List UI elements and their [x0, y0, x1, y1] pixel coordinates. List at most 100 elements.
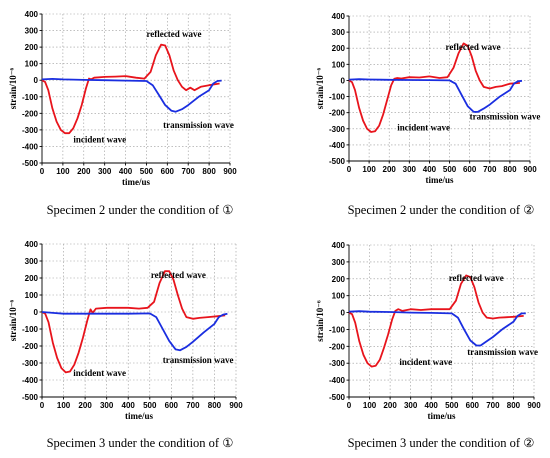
series-line-2 — [348, 310, 526, 347]
y-tick-label: -500 — [22, 393, 39, 402]
x-tick-label: 500 — [445, 401, 459, 410]
y-tick-label: -200 — [22, 109, 39, 118]
x-tick-label: 900 — [523, 165, 537, 174]
y-tick-label: 300 — [25, 27, 39, 36]
y-tick-label: 100 — [25, 60, 39, 69]
y-tick-label: 300 — [332, 258, 346, 267]
annotation-label: reflected wave — [446, 42, 501, 52]
x-tick-label: 700 — [182, 167, 196, 176]
chart-panel-3: 0 100 200 300 400 500 600 700 800 900 -500 -400 -300… — [8, 240, 243, 450]
x-tick-label: 600 — [161, 167, 175, 176]
y-axis-label: strain/10⁻⁶ — [8, 67, 18, 109]
x-tick-label: 500 — [143, 401, 157, 410]
chart-caption: Specimen 2 under the condition of ② — [348, 203, 535, 217]
y-tick-label: -300 — [329, 125, 346, 134]
y-tick-label: -400 — [22, 376, 39, 385]
x-tick-label: 200 — [78, 401, 92, 410]
annotation-label: incident wave — [73, 134, 126, 144]
y-tick-label: -300 — [22, 126, 39, 135]
series-line-1 — [41, 43, 220, 135]
x-axis-label: time/us — [122, 177, 150, 187]
x-tick-label: 100 — [363, 401, 377, 410]
y-axis-label: strain/10⁻⁶ — [315, 300, 325, 342]
y-tick-label: -100 — [22, 325, 39, 334]
y-tick-label: -100 — [22, 93, 39, 102]
y-tick-label: -100 — [329, 93, 346, 102]
x-tick-label: 900 — [223, 167, 237, 176]
x-tick-label: 500 — [140, 167, 154, 176]
x-axis-label: time/us — [428, 411, 456, 421]
x-tick-label: 700 — [486, 401, 500, 410]
annotation-label: transmission wave — [467, 347, 538, 357]
x-tick-label: 100 — [56, 167, 70, 176]
annotation-label: transmission wave — [163, 355, 234, 365]
x-tick-label: 800 — [503, 165, 517, 174]
x-tick-label: 200 — [77, 167, 91, 176]
x-tick-label: 800 — [507, 401, 521, 410]
chart-panel-1: 0 100 200 300 400 500 600 700 800 900 -500 -400 -300… — [8, 10, 237, 217]
x-tick-label: 900 — [229, 401, 243, 410]
series-line-2 — [348, 78, 523, 113]
x-axis-label: time/us — [125, 411, 153, 421]
y-tick-label: 100 — [25, 291, 39, 300]
x-tick-label: 0 — [40, 167, 45, 176]
y-tick-label: -500 — [22, 159, 39, 168]
x-tick-label: 300 — [100, 401, 114, 410]
y-tick-label: 400 — [25, 240, 39, 249]
y-tick-label: 0 — [34, 76, 39, 85]
x-tick-label: 100 — [362, 165, 376, 174]
series-line-1 — [348, 274, 524, 368]
y-tick-label: 100 — [332, 292, 346, 301]
x-tick-label: 300 — [404, 401, 418, 410]
annotation-label: reflected wave — [449, 273, 504, 283]
annotation-label: transmission wave — [470, 111, 541, 121]
y-tick-label: 0 — [341, 76, 346, 85]
x-tick-label: 200 — [383, 401, 397, 410]
y-tick-label: 100 — [332, 60, 346, 69]
series-line-2 — [41, 311, 228, 352]
chart-caption: Specimen 2 under the condition of ① — [47, 203, 234, 217]
annotation-label: incident wave — [397, 122, 450, 132]
x-tick-label: 400 — [425, 401, 439, 410]
x-tick-label: 200 — [383, 165, 397, 174]
annotation-label: reflected wave — [151, 270, 206, 280]
y-tick-label: 0 — [34, 308, 39, 317]
x-tick-label: 700 — [186, 401, 200, 410]
chart-panel-2: 0 100 200 300 400 500 600 700 800 900 -500 -400 -300… — [315, 12, 540, 217]
x-tick-label: 900 — [527, 401, 541, 410]
x-tick-label: 100 — [57, 401, 71, 410]
x-tick-label: 0 — [347, 401, 352, 410]
y-tick-label: 300 — [332, 28, 346, 37]
y-axis-label: strain/10⁻⁶ — [315, 67, 325, 109]
y-tick-label: 200 — [25, 43, 39, 52]
x-tick-label: 300 — [403, 165, 417, 174]
y-tick-label: -200 — [329, 342, 346, 351]
x-tick-label: 800 — [202, 167, 216, 176]
y-tick-label: -500 — [329, 393, 346, 402]
annotation-label: incident wave — [73, 368, 126, 378]
series-line-1 — [41, 270, 226, 374]
y-tick-label: 400 — [332, 12, 346, 21]
annotation-label: incident wave — [399, 357, 452, 367]
y-tick-label: 0 — [341, 309, 346, 318]
annotation-label: reflected wave — [146, 29, 201, 39]
y-tick-label: 400 — [25, 10, 39, 19]
y-tick-label: 200 — [332, 275, 346, 284]
y-tick-label: -200 — [22, 342, 39, 351]
y-tick-label: -500 — [329, 157, 346, 166]
x-tick-label: 600 — [466, 401, 480, 410]
x-tick-label: 800 — [208, 401, 222, 410]
y-axis-label: strain/10⁻⁶ — [8, 299, 18, 341]
y-tick-label: -300 — [329, 359, 346, 368]
chart-panel-4: 0 100 200 300 400 500 600 700 800 900 -500 -400 -300… — [315, 241, 541, 450]
x-tick-label: 700 — [483, 165, 497, 174]
y-tick-label: 200 — [332, 44, 346, 53]
x-tick-label: 600 — [463, 165, 477, 174]
x-tick-label: 400 — [122, 401, 136, 410]
annotation-label: transmission wave — [163, 120, 234, 130]
chart-caption: Specimen 3 under the condition of ② — [348, 436, 535, 450]
y-tick-label: -200 — [329, 109, 346, 118]
y-tick-label: -400 — [329, 376, 346, 385]
y-tick-label: 200 — [25, 274, 39, 283]
